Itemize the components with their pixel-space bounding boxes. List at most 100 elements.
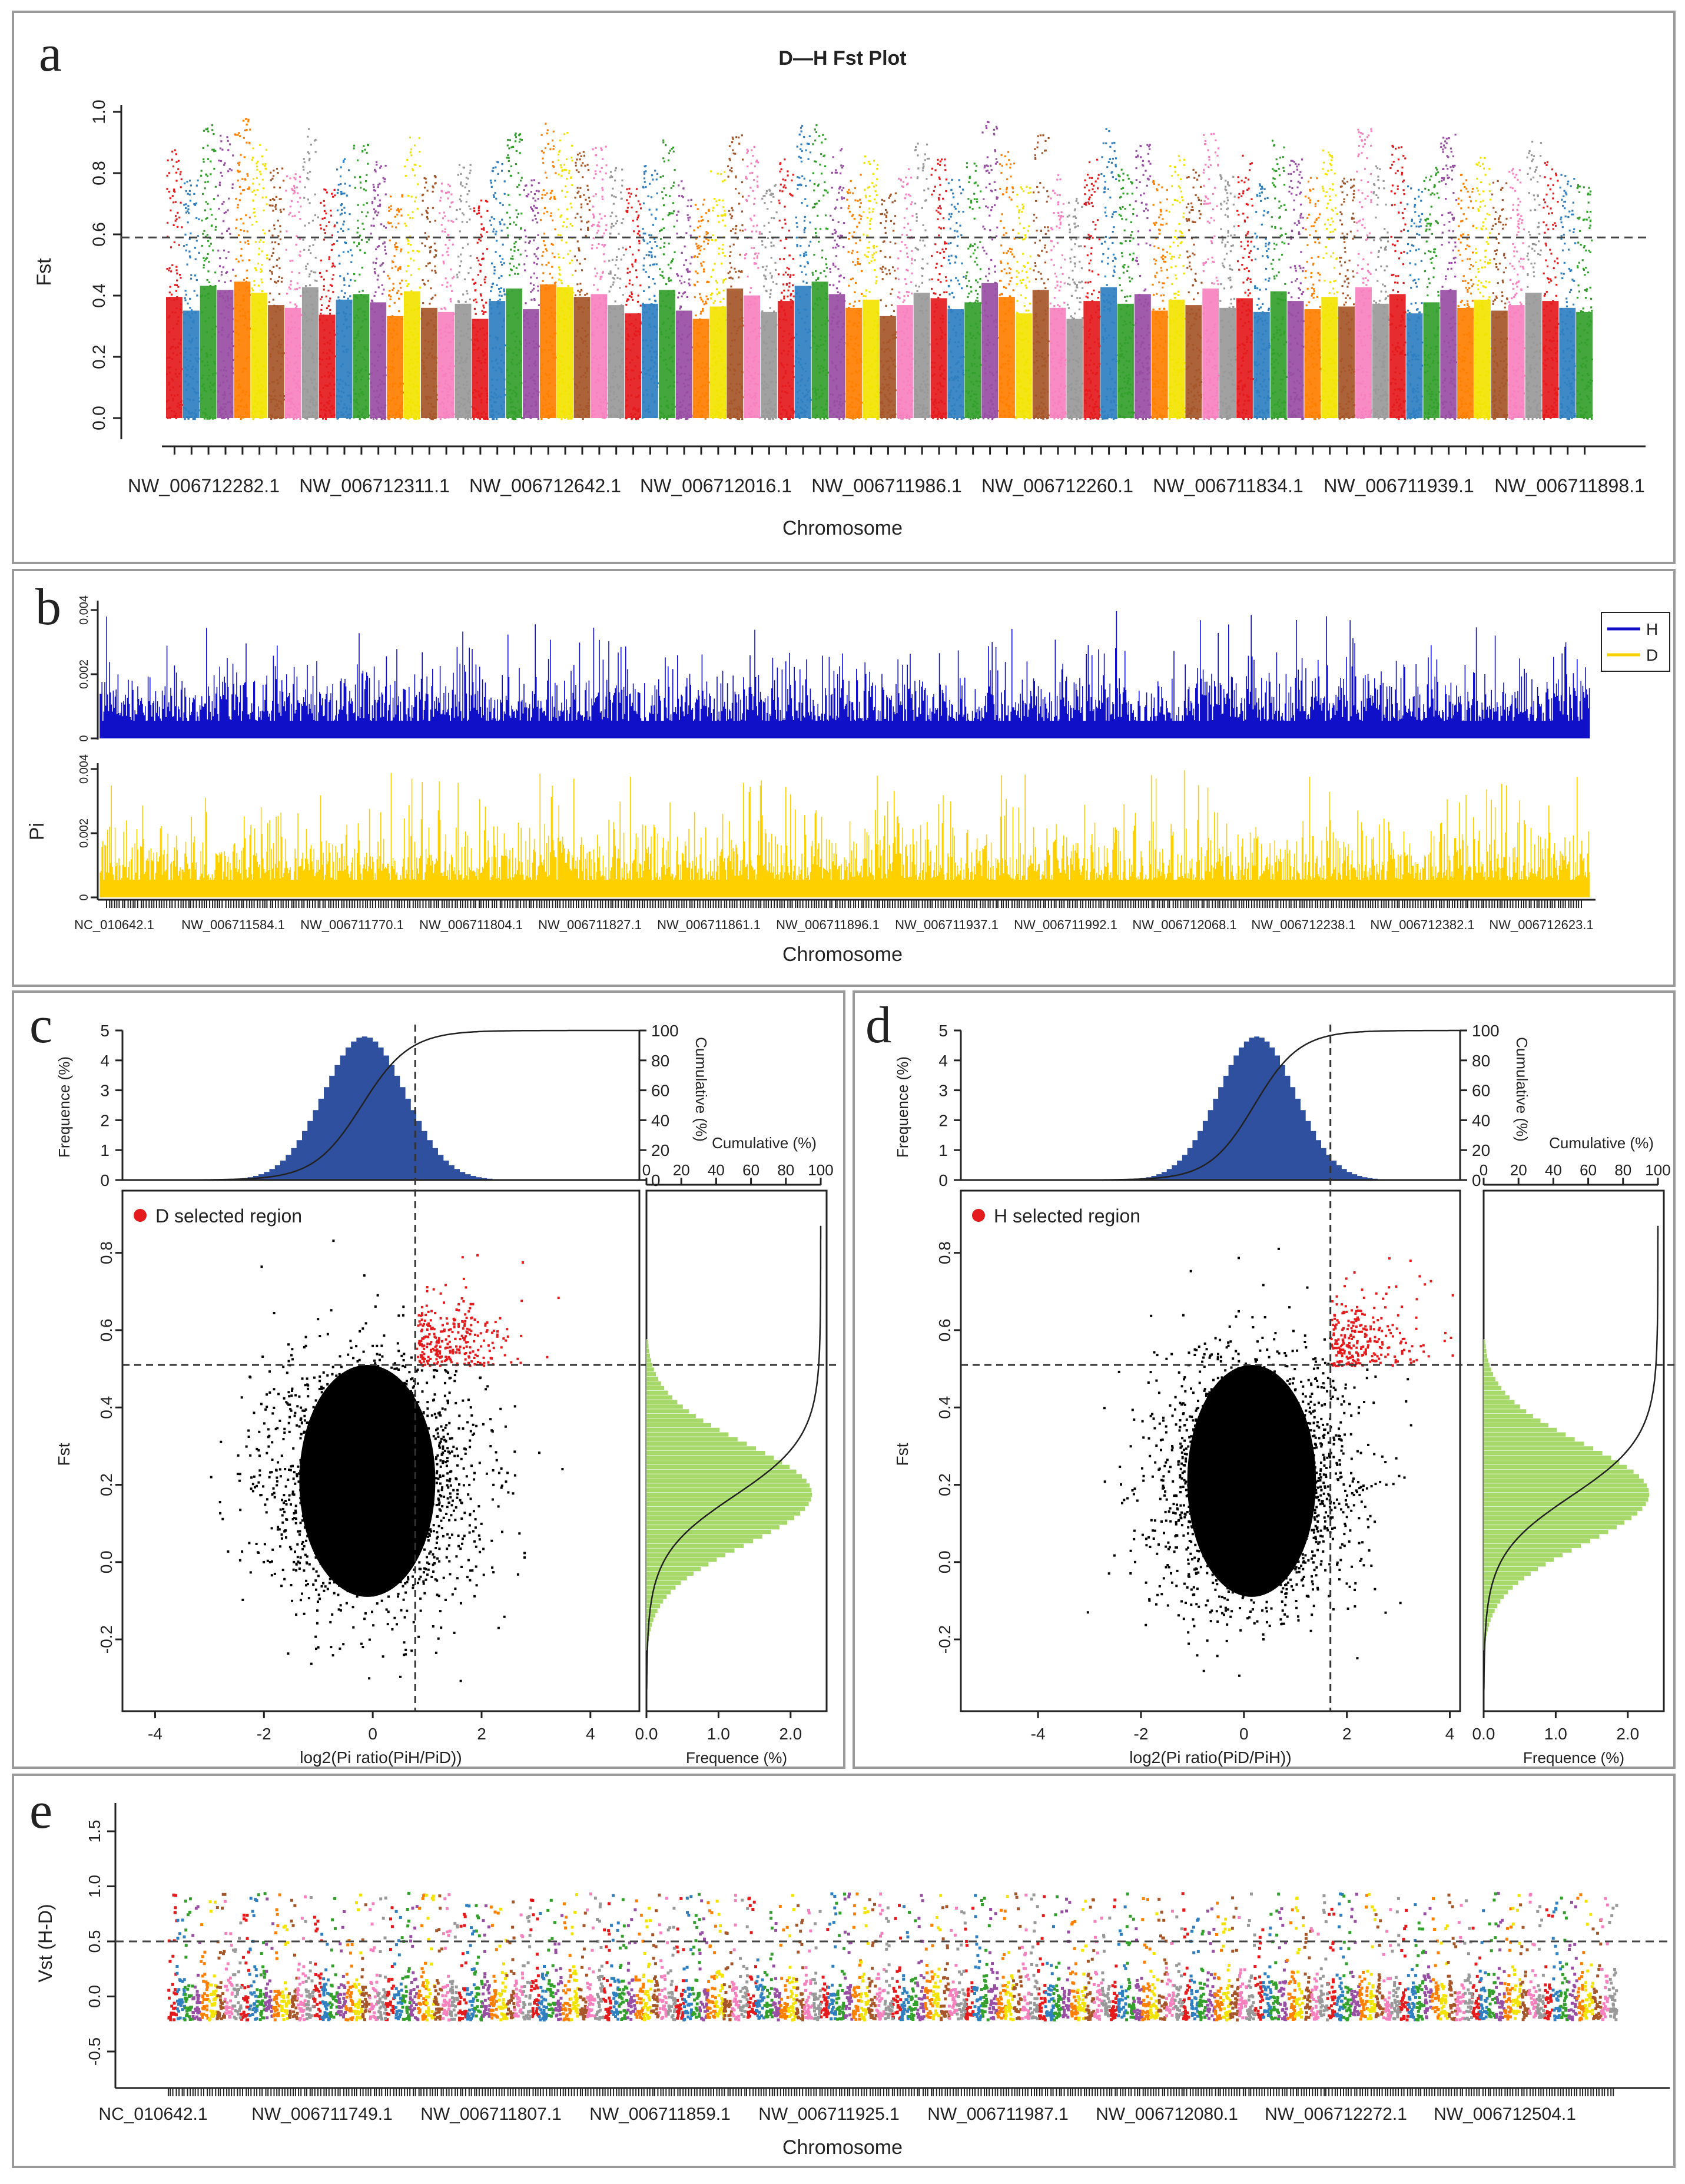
scatter-x-tick-label: -2	[257, 1725, 271, 1743]
fst-chrom-points	[692, 198, 710, 420]
top-hist-left-tick-label: 5	[938, 1022, 948, 1040]
scatter-x-tick-label: 4	[1445, 1725, 1455, 1743]
top-hist-right-tick-label: 20	[1472, 1141, 1490, 1159]
vst-chrom-label: NW_006712504.1	[1434, 2105, 1576, 2124]
top-hist-left-tick-label: 0	[100, 1171, 110, 1189]
fst-chrom-points	[744, 145, 761, 419]
side-hist-x-tick-label: 0.0	[635, 1725, 658, 1743]
side-hist-x-tick-label: 1.0	[1544, 1725, 1567, 1743]
pi-y-tick-label: 0.004	[78, 754, 91, 784]
fst-chrom-core	[863, 299, 879, 418]
fst-chrom-points	[727, 134, 744, 420]
panel-b-legend: H D	[1601, 612, 1670, 672]
fst-chrom-points	[863, 155, 880, 420]
fst-y-tick-label: 1.0	[89, 100, 109, 124]
fst-chrom-points	[1202, 132, 1220, 420]
pi-d-bars	[99, 770, 1590, 897]
pi-h-bars	[99, 611, 1590, 738]
panel-b-h-series	[99, 611, 1590, 738]
fst-chrom-points	[794, 125, 812, 419]
fst-chrom-core	[556, 287, 573, 418]
top-hist-right-tick-label: 100	[651, 1022, 679, 1040]
side-hist-top-tick-label: 80	[1614, 1161, 1631, 1179]
scatter-y-tick-label: 0.2	[936, 1473, 954, 1496]
top-hist-left-tick-label: 1	[100, 1141, 110, 1159]
vst-y-tick-label: 0.5	[85, 1930, 104, 1953]
fst-chrom-points	[1152, 180, 1169, 420]
fst-chrom-core	[642, 303, 658, 418]
fst-chrom-core	[183, 310, 200, 418]
fst-chrom-points	[1253, 183, 1271, 420]
scatter-y-tick-label: 0.8	[97, 1241, 115, 1264]
scatter-x-tick-label: 2	[477, 1725, 486, 1743]
top-hist-right-tick-label: 60	[1472, 1082, 1490, 1100]
side-histogram: 0.0 1.0 2.0 Frequence (%) 0 20 40 60 80 100 Cumula…	[1472, 1134, 1671, 1767]
side-hist-top-tick-label: 80	[777, 1161, 794, 1179]
top-hist-right-tick-label: 80	[1472, 1052, 1490, 1070]
fst-chrom-points	[200, 124, 217, 420]
side-hist-bars	[1483, 1339, 1650, 1651]
panel-e-points	[167, 1891, 1618, 2021]
scatter-y-tick-label: 0.2	[97, 1473, 115, 1496]
fst-chrom-points	[1033, 134, 1050, 420]
panel-a-x-label: Chromosome	[782, 517, 903, 539]
fst-chrom-points	[1049, 174, 1067, 420]
fst-chrom-core	[658, 290, 675, 418]
fst-chrom-points	[1168, 155, 1186, 420]
fst-chrom-points	[183, 179, 200, 420]
pi-chrom-label: NW_006712068.1	[1132, 917, 1236, 932]
scatter-y-tick-label: 0.8	[936, 1241, 954, 1264]
fst-chrom-points	[1372, 165, 1389, 420]
pi-chrom-label: NW_006712382.1	[1370, 917, 1474, 932]
top-hist-left-ylabel: Frequence (%)	[55, 1056, 73, 1158]
fst-chrom-points	[1271, 140, 1288, 420]
fst-chrom-core	[217, 290, 234, 418]
fst-chrom-points	[642, 165, 659, 419]
legend-selected-label: H selected region	[994, 1205, 1140, 1227]
top-hist-right-ylabel: Cumulative (%)	[692, 1037, 710, 1142]
fst-chrom-core	[1083, 301, 1100, 418]
top-hist-right-tick-label: 60	[651, 1082, 669, 1100]
fst-chrom-label: NW_006712642.1	[469, 475, 621, 496]
side-hist-cumulative-curve	[1483, 1225, 1659, 1690]
pi-chrom-label: NC_010642.1	[74, 917, 154, 932]
fst-chrom-core	[930, 298, 947, 418]
fst-chrom-points	[1185, 168, 1203, 420]
fst-chrom-points	[1474, 157, 1491, 420]
top-hist-left-tick-label: 1	[938, 1141, 948, 1159]
fst-chrom-points	[675, 180, 693, 420]
scatter-x-tick-label: 4	[586, 1725, 595, 1743]
panel-c-frame	[12, 990, 845, 1769]
fst-chrom-points	[1406, 185, 1424, 420]
fst-chrom-points	[370, 161, 387, 420]
panel-a-y-label: Fst	[33, 258, 55, 286]
top-hist-left-tick-label: 3	[100, 1082, 110, 1100]
panel-a-fst-manhattan: a D—H Fst Plot 0.0 0.2 0.4 0.6 0.8 1.0 NW_006…	[12, 11, 1676, 564]
pi-chrom-label: NW_006711827.1	[538, 917, 642, 932]
vst-chrom-label: NW_006712080.1	[1096, 2105, 1238, 2124]
scatter-y-tick-label: 0.6	[97, 1318, 115, 1341]
scatter-y-label: Fst	[55, 1443, 73, 1466]
scatter-x-tick-label: -2	[1134, 1725, 1149, 1743]
fst-chrom-points	[896, 168, 914, 420]
fst-chrom-points	[1508, 168, 1525, 420]
side-hist-top-tick-label: 20	[1510, 1161, 1527, 1179]
side-hist-top-tick-label: 100	[1645, 1161, 1670, 1179]
fst-chrom-core	[1508, 305, 1525, 418]
fst-chrom-core	[964, 302, 981, 418]
fst-chrom-points	[166, 149, 183, 419]
panel-b-x-label: Chromosome	[782, 943, 903, 966]
fst-y-tick-label: 0.8	[89, 161, 109, 185]
fst-chrom-points	[1457, 174, 1475, 420]
pi-chrom-label: NW_006712623.1	[1489, 917, 1593, 932]
fst-chrom-points	[438, 183, 455, 420]
scatter-y-tick-label: -0.2	[97, 1625, 115, 1653]
pi-x-ticks	[106, 900, 1582, 908]
fst-chrom-label: NW_006711986.1	[811, 475, 962, 496]
fst-chrom-core	[301, 287, 319, 418]
pi-y-tick-label: 0	[78, 894, 91, 900]
fst-chrom-points	[981, 121, 999, 420]
side-hist-cumulative-curve	[646, 1225, 822, 1690]
fst-chrom-points	[625, 187, 642, 420]
